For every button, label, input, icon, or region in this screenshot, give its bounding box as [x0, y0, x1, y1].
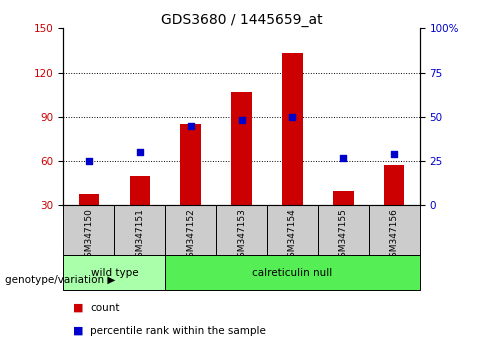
Text: calreticulin null: calreticulin null [252, 268, 333, 278]
Bar [267, 205, 318, 255]
Bar [282, 53, 303, 205]
Point [136, 149, 143, 155]
Text: wild type: wild type [90, 268, 138, 278]
Text: count: count [90, 303, 120, 313]
Text: GSM347151: GSM347151 [135, 208, 144, 263]
Text: GSM347156: GSM347156 [390, 208, 399, 263]
Bar [369, 205, 420, 255]
Title: GDS3680 / 1445659_at: GDS3680 / 1445659_at [161, 13, 323, 27]
Bar [79, 194, 99, 205]
Text: GSM347150: GSM347150 [84, 208, 93, 263]
Point [288, 114, 296, 120]
Bar [130, 176, 150, 205]
Text: ■: ■ [73, 303, 84, 313]
Bar [114, 205, 165, 255]
Point [238, 118, 245, 123]
Text: GSM347155: GSM347155 [339, 208, 348, 263]
Text: GSM347153: GSM347153 [237, 208, 246, 263]
Text: genotype/variation ▶: genotype/variation ▶ [5, 275, 115, 285]
Bar [165, 205, 216, 255]
Text: GSM347152: GSM347152 [186, 208, 195, 263]
Bar [216, 205, 267, 255]
Bar [63, 205, 114, 255]
Text: percentile rank within the sample: percentile rank within the sample [90, 326, 266, 336]
Point [187, 123, 195, 129]
Text: GSM347154: GSM347154 [288, 208, 297, 263]
Bar [384, 166, 405, 205]
Point [85, 158, 93, 164]
Text: ■: ■ [73, 326, 84, 336]
Bar [231, 92, 252, 205]
Point [340, 155, 347, 160]
Bar [181, 124, 201, 205]
Bar [63, 255, 165, 290]
Bar [318, 205, 369, 255]
Bar [333, 190, 353, 205]
Point [390, 151, 398, 157]
Bar [165, 255, 420, 290]
